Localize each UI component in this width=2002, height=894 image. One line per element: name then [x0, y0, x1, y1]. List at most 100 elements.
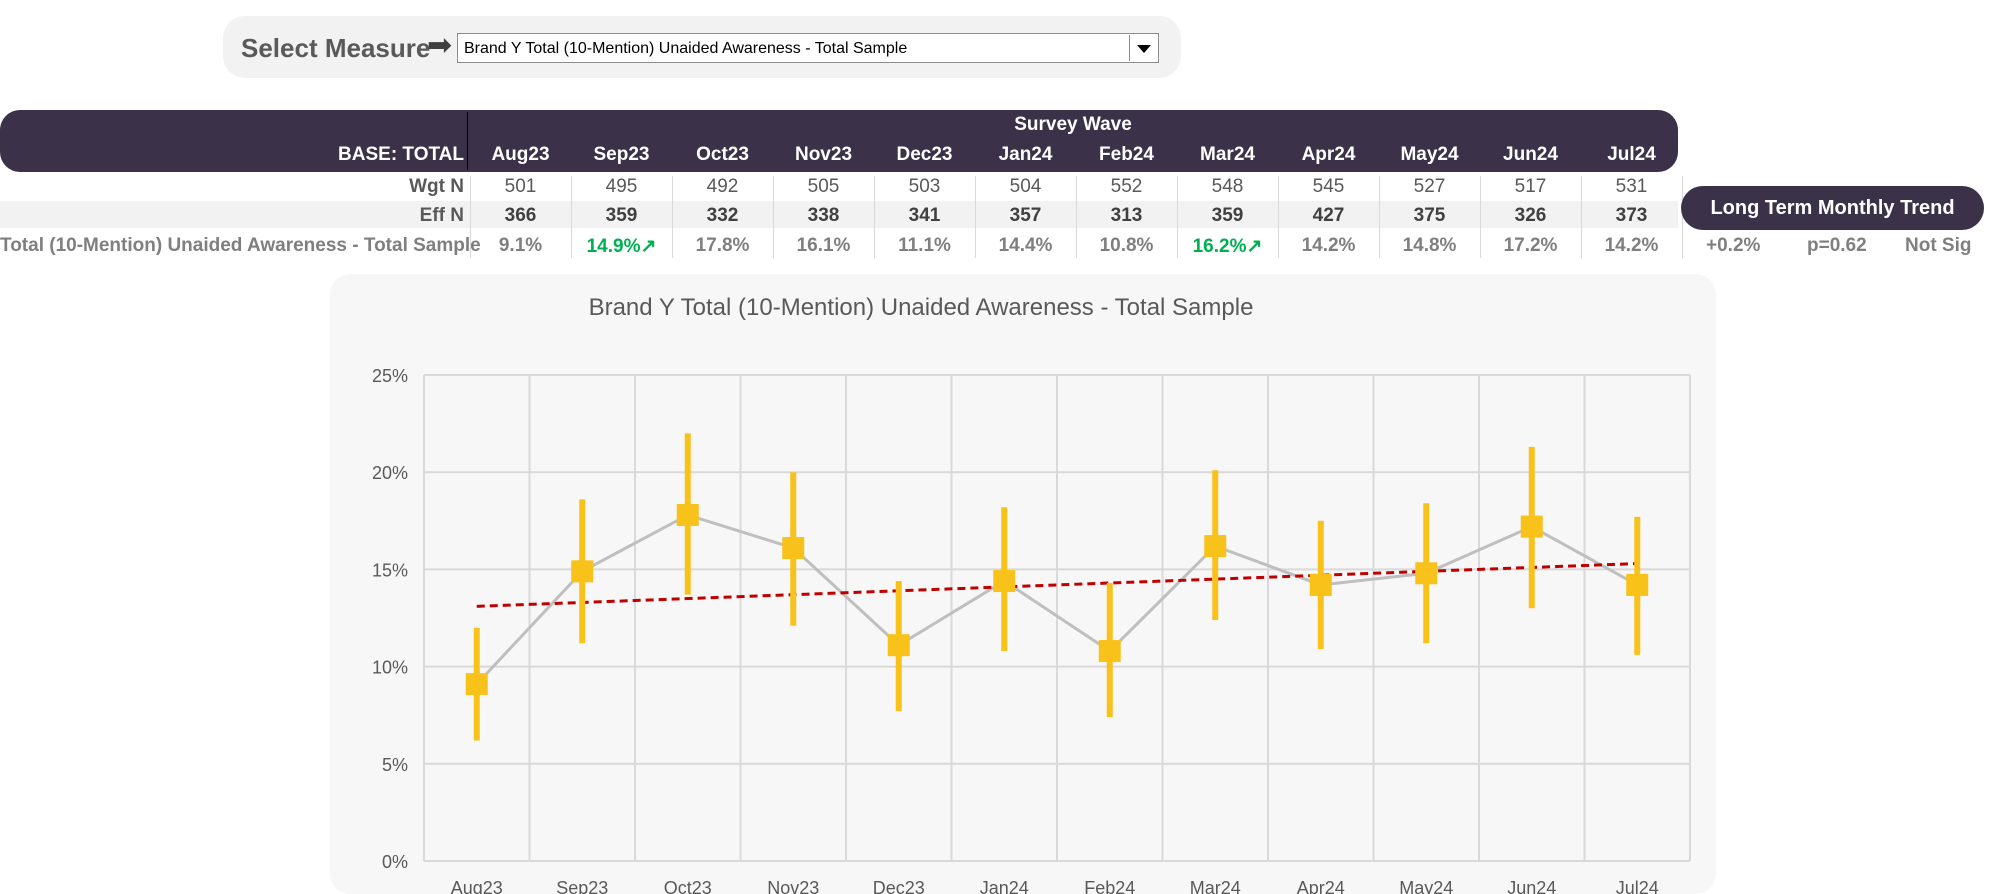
y-tick-label: 10%: [372, 658, 408, 678]
x-tick-label: Dec23: [873, 878, 925, 894]
series-line: [475, 513, 1638, 686]
column-separator: [1177, 176, 1178, 258]
measure-cell: 11.1%: [898, 235, 951, 256]
wgt-n-cell: 495: [605, 176, 638, 197]
measure-cell: 16.1%: [796, 235, 851, 256]
column-header: Feb24: [1099, 144, 1154, 165]
eff-n-cell: 375: [1413, 205, 1446, 226]
column-header: Nov23: [794, 144, 853, 165]
eff-n-cell: 427: [1312, 205, 1345, 226]
header-divider: [467, 112, 468, 170]
chart-panel: [330, 274, 1716, 894]
column-header: Mar24: [1200, 144, 1255, 165]
column-header: Dec23: [896, 144, 953, 165]
x-tick-label: Feb24: [1084, 878, 1135, 894]
measure-dropdown-value: Brand Y Total (10-Mention) Unaided Aware…: [464, 40, 908, 57]
column-separator: [1076, 176, 1077, 258]
column-header: May24: [1400, 144, 1459, 165]
column-separator: [1581, 176, 1582, 258]
data-point: [676, 503, 699, 526]
measure-selector-panel: Select Measure ➡ Brand Y Total (10-Menti…: [223, 16, 1181, 78]
y-tick-label: 20%: [372, 463, 408, 483]
trend-line: [476, 562, 1638, 608]
x-tick-label: Aug23: [451, 878, 503, 894]
eff-n-cell: 366: [504, 205, 537, 226]
column-separator: [1278, 176, 1279, 258]
eff-n-cell: 359: [1211, 205, 1244, 226]
y-tick-label: 5%: [382, 755, 408, 775]
measure-cell: 14.2%: [1604, 235, 1659, 256]
eff-n-cell: 359: [605, 205, 638, 226]
long-term-trend-button[interactable]: Long Term Monthly Trend: [1681, 186, 1984, 230]
wgt-n-cell: 545: [1312, 176, 1345, 197]
x-tick-label: Oct23: [664, 878, 712, 894]
y-tick-label: 0%: [382, 852, 408, 872]
x-tick-label: Jan24: [980, 878, 1029, 894]
trend-significance: Not Sig: [1905, 235, 1972, 256]
wgt-n-row: [0, 174, 1678, 201]
column-header: Jul24: [1607, 144, 1656, 165]
measure-cell: 16.2%↗: [1192, 236, 1263, 257]
base-label: BASE: TOTAL: [338, 144, 464, 165]
dropdown-button[interactable]: [1129, 35, 1157, 61]
x-tick-label: Jul24: [1616, 878, 1659, 894]
column-separator: [1480, 176, 1481, 258]
data-point: [571, 560, 594, 583]
column-separator: [672, 176, 673, 258]
table-header: [0, 110, 1678, 172]
measure-label: Total (10-Mention) Unaided Awareness - T…: [0, 235, 481, 256]
column-header: Jan24: [998, 144, 1053, 165]
measure-cell: 17.2%: [1503, 235, 1558, 256]
column-header: Apr24: [1301, 144, 1356, 165]
select-measure-label: Select Measure: [241, 33, 431, 63]
column-separator: [773, 176, 774, 258]
measure-dropdown[interactable]: Brand Y Total (10-Mention) Unaided Aware…: [457, 33, 1159, 63]
trend-p-value: p=0.62: [1807, 235, 1867, 256]
column-header: Aug23: [491, 144, 550, 165]
column-header: Jun24: [1503, 144, 1558, 165]
data-point: [1098, 640, 1121, 663]
eff-n-cell: 341: [908, 205, 941, 226]
measure-cell: 14.4%: [998, 235, 1053, 256]
wgt-n-cell: 501: [504, 176, 537, 197]
x-tick-label: Nov23: [767, 878, 819, 894]
wgt-n-cell: 505: [807, 176, 840, 197]
data-point: [887, 634, 910, 657]
eff-n-row: [0, 201, 1678, 228]
wgt-n-cell: 548: [1211, 176, 1244, 197]
right-arrow-icon: ➡: [427, 29, 453, 62]
data-point: [465, 673, 488, 696]
wgt-n-cell: 531: [1615, 176, 1648, 197]
wgt-n-cell: 527: [1413, 176, 1446, 197]
chevron-down-icon: [1137, 45, 1151, 53]
data-point: [1204, 535, 1227, 558]
data-point: [993, 570, 1016, 593]
x-tick-label: Sep23: [556, 878, 608, 894]
data-point: [1415, 562, 1438, 585]
eff-n-cell: 313: [1110, 205, 1143, 226]
data-point: [1309, 573, 1332, 596]
y-tick-label: 15%: [372, 560, 408, 580]
eff-n-cell: 338: [807, 205, 840, 226]
wgt-n-label: Wgt N: [409, 176, 464, 197]
data-point: [782, 537, 805, 560]
column-separator: [571, 176, 572, 258]
measure-cell: 17.8%: [695, 235, 750, 256]
survey-wave-heading: Survey Wave: [1014, 114, 1132, 135]
column-separator: [874, 176, 875, 258]
chart-title: Brand Y Total (10-Mention) Unaided Aware…: [588, 294, 1254, 321]
column-separator: [1379, 176, 1380, 258]
wgt-n-cell: 492: [706, 176, 739, 197]
measure-cell: 14.8%: [1402, 235, 1457, 256]
column-separator: [975, 176, 976, 258]
measure-cell: 9.1%: [498, 235, 543, 256]
data-point: [1626, 573, 1649, 596]
measure-cell: 10.8%: [1099, 235, 1154, 256]
measure-cell: 14.9%↗: [586, 236, 657, 257]
column-header: Sep23: [593, 144, 650, 165]
wgt-n-cell: 503: [908, 176, 941, 197]
column-header: Oct23: [696, 144, 749, 165]
column-separator: [470, 176, 471, 258]
wgt-n-cell: 517: [1514, 176, 1547, 197]
